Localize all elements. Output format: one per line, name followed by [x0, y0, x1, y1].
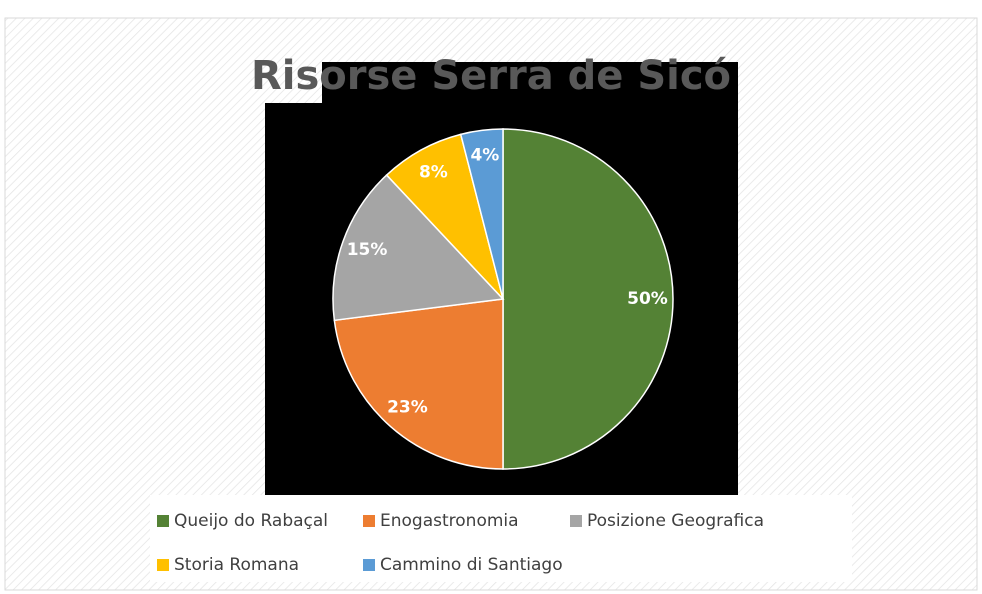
legend-label: Cammino di Santiago [380, 555, 563, 575]
legend-swatch [157, 515, 169, 527]
pie-slice [502, 128, 674, 470]
legend-swatch [363, 559, 375, 571]
legend-label: Posizione Geografica [587, 511, 764, 531]
pie-slice [332, 174, 505, 322]
data-label: 23% [387, 397, 428, 417]
data-label: 8% [419, 162, 448, 182]
data-label: 15% [347, 240, 388, 260]
pie [332, 128, 674, 470]
legend-label: Storia Romana [174, 555, 299, 575]
legend-swatch [570, 515, 582, 527]
chart-title: Risorse Serra de Sicó [251, 53, 731, 99]
legend-swatch [157, 559, 169, 571]
data-label: 50% [627, 289, 668, 309]
legend-swatch [363, 515, 375, 527]
legend-label: Enogastronomia [380, 511, 519, 531]
data-label: 4% [470, 146, 499, 166]
legend-label: Queijo do Rabaçal [174, 511, 328, 531]
pie-slice [333, 298, 504, 470]
pie-slice [459, 128, 504, 300]
legend-box [150, 495, 852, 582]
